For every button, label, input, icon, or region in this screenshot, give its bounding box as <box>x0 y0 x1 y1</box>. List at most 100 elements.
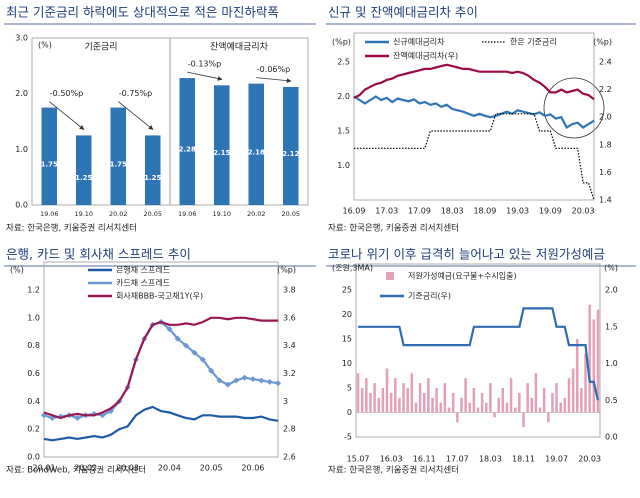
bar <box>398 397 401 413</box>
bar <box>451 392 455 413</box>
tick-label: 3.0 <box>15 34 28 43</box>
tick-label: 10 <box>342 359 352 368</box>
bar <box>394 378 397 413</box>
tick-label: 20 <box>342 310 352 319</box>
chart-title: 신규 및 잔액예대금리차 추이 <box>328 5 478 20</box>
annotation: -0.75%p <box>119 89 152 98</box>
tick-label: 5 <box>347 384 352 393</box>
tick-label: 3 <box>283 397 288 406</box>
bar <box>381 388 385 413</box>
highlight-circle <box>543 77 605 139</box>
x-tick-label: 17.03 <box>375 207 398 216</box>
x-tick-label: 20.04 <box>158 464 181 473</box>
y2-unit: (%) <box>604 264 618 273</box>
annotation-arrow <box>187 71 223 81</box>
x-tick-label: 20.01 <box>33 464 56 473</box>
marker <box>174 335 181 342</box>
legend-label: 카드채 스프레드 <box>116 278 170 288</box>
tick-label: 0.4 <box>27 397 40 406</box>
marker <box>224 381 231 388</box>
bar <box>365 378 368 413</box>
bar <box>485 402 488 413</box>
tick-label: 3.4 <box>283 341 296 350</box>
y-unit: (%) <box>38 41 52 50</box>
chart-title: 은행, 카드 및 회사채 스프레드 추이 <box>6 247 191 262</box>
y-unit: (%p) <box>332 38 351 47</box>
legend-label: 은행채 스프레드 <box>116 265 170 275</box>
bar <box>144 135 161 205</box>
bar <box>282 86 299 205</box>
tick-label: 1.0 <box>337 161 350 170</box>
marker <box>258 377 265 384</box>
plot-frame <box>353 32 595 201</box>
annotation-arrow <box>256 77 292 83</box>
tick-label: 1.6 <box>599 168 612 177</box>
bar <box>505 402 509 413</box>
tick-label: 3.2 <box>283 369 296 378</box>
bar <box>559 402 562 413</box>
bar <box>509 378 513 413</box>
bar <box>497 397 500 413</box>
tick-label: 1.0 <box>27 313 40 322</box>
legend-label: 신규예대금리차 <box>393 37 445 47</box>
bar <box>406 388 409 413</box>
tick-label: 1.2 <box>27 286 40 295</box>
plot-frame <box>355 263 601 438</box>
x-tick-label: 19.10 <box>212 210 231 218</box>
x-tick-label: 20.02 <box>74 464 97 473</box>
tick-label: 2.8 <box>283 425 296 434</box>
tick-label: 0.0 <box>15 201 28 210</box>
bar <box>588 304 591 413</box>
legend-label: 저원가성예금(요구불+수시입출) <box>408 271 517 281</box>
bar <box>551 392 554 413</box>
bar <box>356 373 360 413</box>
bar <box>410 373 414 413</box>
bar <box>468 402 471 413</box>
annotation-arrow <box>117 101 154 130</box>
tick-label: 2.0 <box>15 89 28 98</box>
x-tick-label: 20.03 <box>572 207 595 216</box>
bar <box>530 397 534 413</box>
marker <box>275 380 281 387</box>
marker <box>183 342 190 349</box>
bar <box>580 388 583 413</box>
tick-label: 2.4 <box>599 58 612 67</box>
x-tick-label: 18.09 <box>473 207 496 216</box>
marker <box>199 356 206 363</box>
marker <box>191 349 198 356</box>
x-tick-label: 18.03 <box>441 207 464 216</box>
x-tick-label: 17.09 <box>408 207 431 216</box>
marker <box>216 377 223 384</box>
y-unit: (조원,3MA) <box>332 264 373 273</box>
bar <box>592 319 596 413</box>
x-tick-label: 20.03 <box>116 464 139 473</box>
legend-label: 한은 기준금리 <box>510 38 557 47</box>
annotation: -0.50%p <box>50 89 83 98</box>
tick-label: 1.0 <box>15 145 28 154</box>
value-label: 1.75 <box>41 160 58 168</box>
x-tick-label: 16.03 <box>380 455 403 464</box>
bar <box>460 397 463 413</box>
tick-label: 2.0 <box>599 113 612 122</box>
marker <box>208 367 215 374</box>
tick-label: 15 <box>342 335 352 344</box>
x-tick-label: 18.11 <box>512 455 535 464</box>
tick-label: 1.0 <box>605 359 618 368</box>
tick-label: 1.8 <box>599 140 612 149</box>
x-tick-label: 20.02 <box>247 210 266 218</box>
panel-frame <box>169 37 309 206</box>
bar <box>456 412 459 423</box>
marker <box>166 325 173 332</box>
marker <box>74 415 81 422</box>
x-tick-label: 19.10 <box>74 210 93 218</box>
bar <box>576 339 579 413</box>
x-tick-label: 16.11 <box>413 455 436 464</box>
value-label: 1.25 <box>75 174 92 182</box>
annotation-arrow <box>48 101 85 130</box>
bar <box>489 383 492 413</box>
tick-label: 2.2 <box>599 85 612 94</box>
bar <box>431 397 434 413</box>
x-tick-label: 19.06 <box>178 210 197 218</box>
value-label: 1.75 <box>110 160 127 168</box>
bar <box>472 388 476 413</box>
